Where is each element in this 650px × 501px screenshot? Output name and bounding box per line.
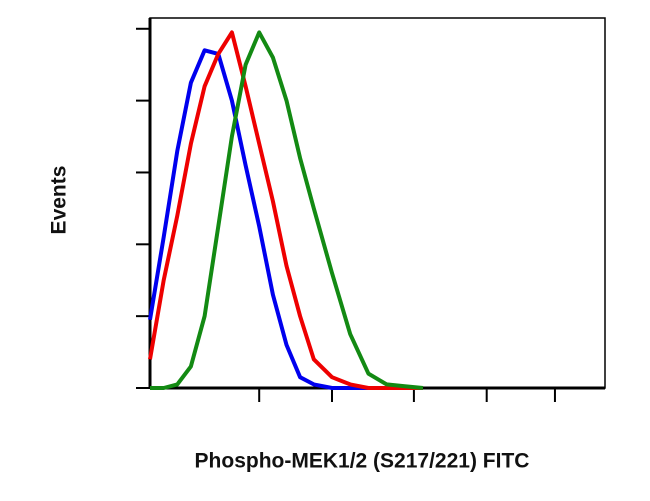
plot-frame (149, 17, 606, 389)
y-axis-label: Events (48, 166, 71, 235)
series-line (148, 30, 423, 390)
series-line (150, 30, 424, 390)
x-axis-label: Phospho-MEK1/2 (S217/221) FITC (195, 450, 530, 473)
